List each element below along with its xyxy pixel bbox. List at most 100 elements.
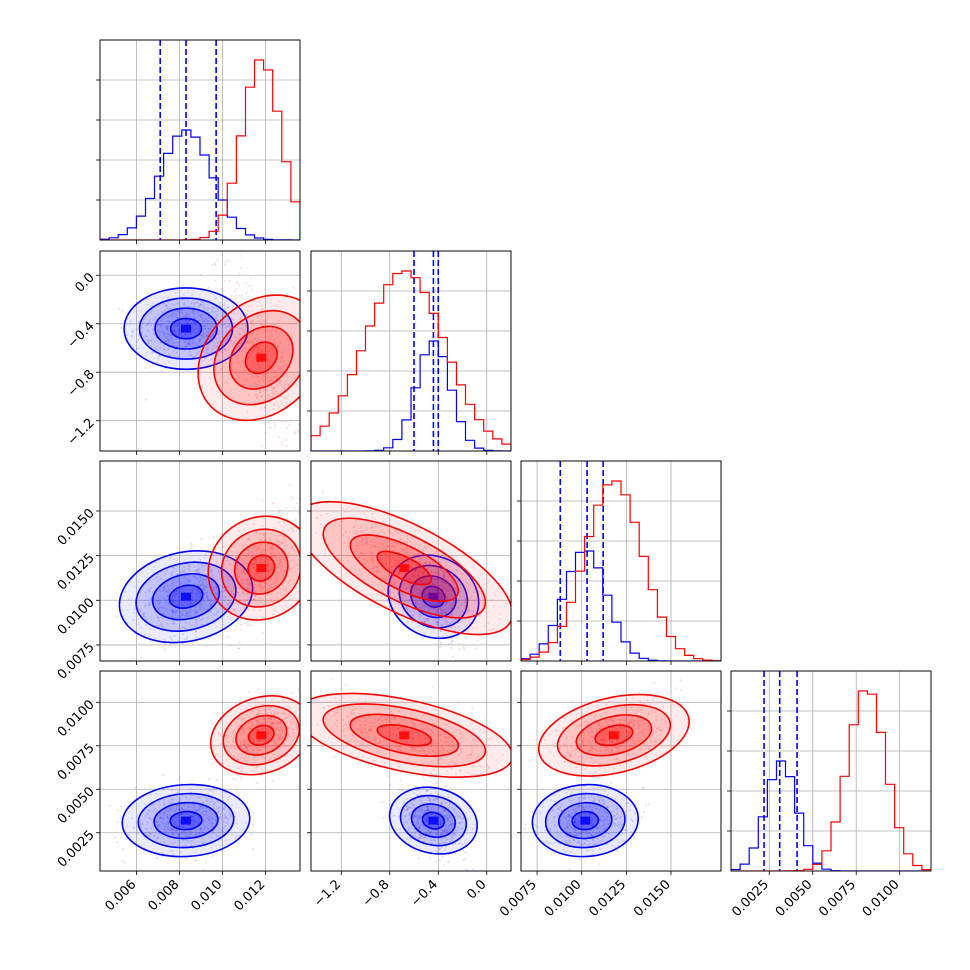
scatter-point [222, 290, 225, 293]
scatter-point [242, 729, 245, 732]
scatter-point [454, 626, 456, 629]
scatter-point [449, 816, 451, 819]
scatter-point [439, 750, 441, 753]
scatter-point [209, 603, 212, 606]
scatter-point [406, 821, 409, 824]
scatter-point [449, 841, 451, 843]
scatter-point [236, 726, 239, 729]
scatter-point [251, 343, 254, 345]
scatter-point [265, 706, 268, 709]
scatter-point [486, 764, 489, 767]
scatter-point [166, 329, 169, 332]
scatter-point [420, 580, 423, 583]
scatter-point [234, 602, 237, 605]
scatter-point [288, 568, 291, 571]
scatter-point [451, 579, 454, 581]
scatter-point [428, 561, 431, 564]
scatter-point [244, 369, 247, 372]
scatter-point [276, 571, 279, 574]
scatter-point [382, 816, 385, 819]
scatter-point [184, 319, 187, 322]
scatter-point [220, 795, 223, 798]
scatter-point [403, 594, 406, 597]
scatter-point [182, 570, 184, 573]
scatter-point [183, 569, 186, 572]
scatter-point [427, 807, 430, 810]
scatter-point [445, 596, 448, 598]
scatter-point [173, 600, 176, 603]
scatter-point [176, 310, 179, 313]
scatter-point [401, 596, 403, 599]
scatter-point [277, 419, 280, 422]
scatter-point [440, 624, 443, 627]
scatter-point [409, 541, 412, 543]
scatter-point [265, 346, 267, 349]
scatter-point [172, 622, 175, 625]
scatter-point [425, 789, 428, 792]
scatter-point [379, 716, 382, 719]
scatter-point [190, 824, 193, 827]
scatter-point [233, 608, 236, 611]
scatter-point [132, 611, 135, 614]
scatter-point [260, 560, 262, 563]
scatter-point [264, 372, 267, 375]
scatter-point [451, 642, 453, 644]
scatter-point [238, 834, 241, 837]
scatter-point [247, 310, 249, 313]
scatter-point [235, 294, 237, 297]
scatter-point [278, 562, 281, 565]
scatter-point [336, 725, 339, 728]
scatter-point [173, 635, 176, 637]
scatter-point [441, 829, 444, 832]
scatter-point [217, 731, 220, 734]
scatter-point [215, 779, 218, 782]
scatter-point [159, 330, 162, 333]
scatter-point [269, 716, 272, 719]
scatter-point [439, 630, 442, 633]
scatter-point [128, 603, 131, 606]
scatter-point [408, 578, 411, 580]
scatter-point [237, 281, 239, 284]
scatter-point [179, 617, 182, 620]
scatter-point [302, 516, 304, 518]
scatter-point [443, 841, 446, 844]
scatter-point [248, 568, 251, 571]
scatter-point [252, 757, 255, 760]
scatter-point [178, 814, 180, 817]
scatter-point [170, 841, 173, 844]
scatter-point [198, 571, 201, 574]
scatter-point [434, 707, 437, 710]
scatter-point [426, 753, 429, 756]
scatter-point [276, 547, 279, 550]
scatter-point [155, 347, 158, 350]
scatter-point [240, 570, 243, 573]
scatter-point [224, 590, 227, 593]
scatter-point [409, 571, 412, 574]
scatter-point [417, 816, 420, 819]
scatter-point [408, 806, 411, 809]
scatter-point [239, 594, 241, 596]
scatter-point [190, 795, 193, 798]
scatter-point [283, 525, 286, 528]
scatter-point [175, 315, 177, 318]
scatter-point [391, 533, 394, 536]
scatter-point [253, 560, 256, 563]
scatter-point [255, 767, 258, 770]
scatter-point [230, 804, 233, 806]
scatter-point [466, 610, 469, 613]
scatter-point [266, 561, 269, 564]
scatter-point [421, 808, 423, 811]
scatter-point [442, 589, 445, 592]
scatter-point [221, 546, 224, 548]
scatter-point [409, 720, 412, 723]
scatter-point [439, 820, 442, 823]
scatter-point [245, 303, 248, 306]
scatter-point [288, 533, 291, 536]
scatter-point [441, 624, 444, 627]
panel-border [310, 460, 512, 662]
scatter-point [252, 847, 255, 850]
scatter-point [174, 611, 177, 613]
scatter-point [151, 590, 154, 593]
scatter-point [391, 576, 394, 579]
scatter-point [187, 339, 190, 342]
